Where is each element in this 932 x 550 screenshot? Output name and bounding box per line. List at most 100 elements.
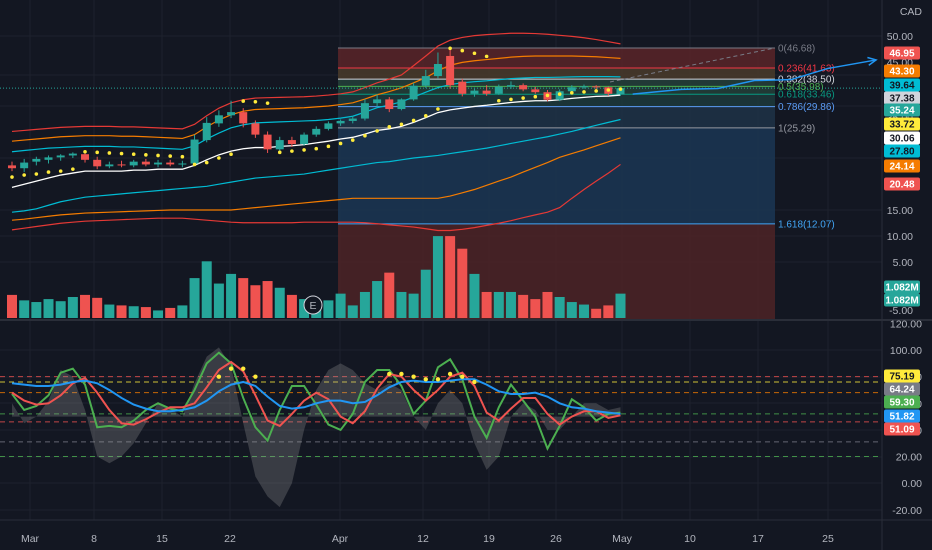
volume-bar	[372, 281, 383, 318]
volume-bar	[19, 300, 30, 318]
earnings-marker-circle	[303, 295, 323, 315]
candle[interactable]	[227, 100, 236, 119]
candle[interactable]	[579, 84, 588, 89]
sar-dot	[83, 149, 87, 154]
candle[interactable]	[506, 81, 515, 89]
currency-label[interactable]: CAD	[899, 6, 922, 18]
volume-bar	[530, 299, 541, 318]
candle-body	[105, 164, 114, 167]
volume-bar	[238, 278, 249, 318]
sar-dot	[314, 146, 319, 151]
candle[interactable]	[397, 98, 406, 111]
fibonacci-retracement[interactable]: 0(46.68) 0.236(41.63)0.382(38.50)0.5(35.9…	[338, 44, 835, 320]
candle[interactable]	[214, 110, 223, 127]
candle[interactable]	[239, 108, 248, 128]
oscillator-badge: 75.19	[884, 369, 920, 383]
sar-dot	[10, 175, 14, 179]
sar-dot	[290, 149, 294, 153]
earnings-marker-text: E	[309, 300, 316, 312]
oscillator-marker	[253, 374, 258, 379]
candle[interactable]	[8, 161, 16, 172]
candle[interactable]	[117, 160, 126, 168]
candle[interactable]	[385, 97, 394, 113]
candle[interactable]	[32, 156, 41, 166]
candle[interactable]	[360, 99, 369, 121]
candle[interactable]	[105, 161, 114, 169]
oscillator-line	[11, 351, 621, 451]
oscillator-histogram-area	[12, 347, 621, 508]
sar-dot	[229, 152, 233, 157]
volume-bar	[408, 293, 419, 318]
candle[interactable]	[287, 136, 296, 147]
oscillator-line	[11, 378, 621, 415]
volume-bar	[213, 283, 224, 318]
time-tick-label: 8	[91, 533, 97, 545]
candle[interactable]	[458, 78, 467, 97]
candle[interactable]	[531, 86, 540, 94]
price-badge: 24.14	[884, 159, 920, 173]
candle[interactable]	[263, 131, 272, 153]
volume-bar	[31, 302, 42, 318]
volume-bar	[445, 236, 456, 318]
candle[interactable]	[446, 47, 455, 89]
candle[interactable]	[312, 126, 321, 137]
candle[interactable]	[409, 82, 418, 101]
badge-text: 39.64	[889, 81, 914, 92]
candle[interactable]	[482, 85, 491, 96]
candle[interactable]	[336, 119, 345, 126]
volume-bar	[481, 291, 492, 318]
oscillator-marker	[447, 371, 453, 377]
candle-body	[446, 55, 455, 86]
oscillator-marker	[228, 366, 234, 371]
candle[interactable]	[141, 158, 150, 167]
candle[interactable]	[373, 94, 382, 107]
volume-bar	[554, 297, 565, 318]
candle[interactable]	[300, 132, 309, 146]
candle[interactable]	[190, 134, 199, 165]
sar-dot	[363, 133, 367, 138]
candle-body	[190, 139, 199, 164]
candle[interactable]	[93, 156, 102, 170]
candle[interactable]	[494, 84, 503, 95]
candle[interactable]	[44, 155, 53, 164]
badge-background	[884, 117, 920, 131]
candle-body	[227, 112, 236, 116]
badge-text: 20.48	[889, 180, 914, 191]
candle-body	[458, 81, 467, 94]
oscillator-marker	[423, 377, 428, 382]
candle[interactable]	[470, 88, 479, 97]
candle[interactable]	[421, 69, 430, 88]
candle[interactable]	[324, 121, 333, 131]
candle[interactable]	[20, 158, 29, 173]
band-inner-lower	[11, 118, 621, 213]
candle[interactable]	[275, 136, 284, 152]
candle[interactable]	[592, 85, 601, 90]
ema-line	[11, 94, 621, 189]
candle-body	[214, 115, 223, 124]
candle-body	[251, 123, 260, 135]
candle-body	[154, 162, 163, 165]
candle[interactable]	[348, 116, 357, 124]
oscillator-pane[interactable]	[0, 347, 882, 508]
candle[interactable]	[154, 159, 163, 168]
candle[interactable]	[129, 159, 138, 168]
candle[interactable]	[202, 117, 211, 143]
badge-background	[884, 422, 920, 436]
earnings-marker[interactable]: E	[303, 295, 323, 315]
candle[interactable]	[519, 83, 528, 92]
volume-bar	[347, 305, 358, 318]
candle[interactable]	[56, 154, 65, 161]
candle[interactable]	[68, 152, 77, 158]
candle[interactable]	[81, 151, 90, 163]
badge-background	[884, 293, 920, 307]
candle[interactable]	[251, 120, 260, 138]
price-tick-label: 15.00	[887, 205, 913, 217]
candle[interactable]	[178, 160, 187, 168]
candle-body	[202, 122, 211, 141]
time-tick-label: May	[612, 533, 633, 545]
volume-bar	[189, 278, 200, 318]
candle[interactable]	[433, 52, 442, 79]
candle[interactable]	[166, 159, 175, 167]
